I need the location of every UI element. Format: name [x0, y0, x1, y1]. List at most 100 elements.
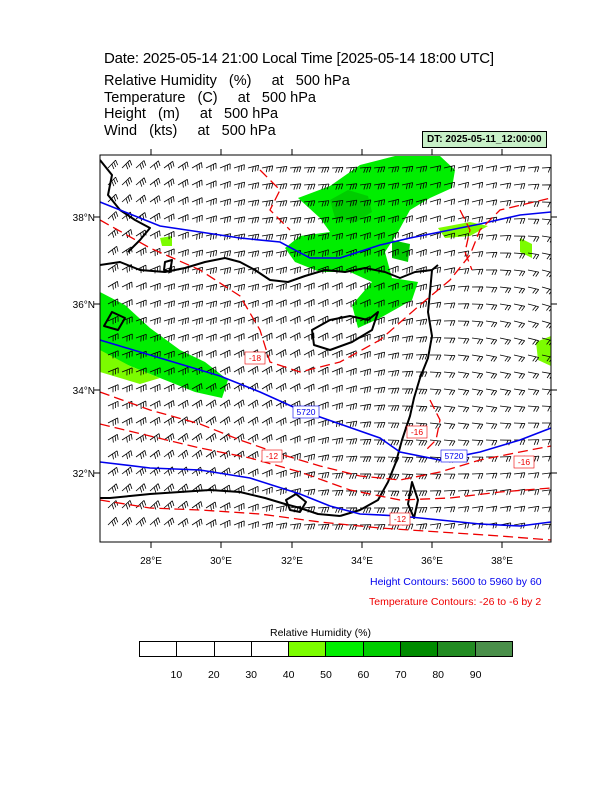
wind-barb: [499, 199, 512, 207]
wind-barb: [261, 216, 274, 224]
wind-barb: [135, 160, 147, 170]
wind-barb: [443, 181, 455, 189]
wind-barb: [457, 285, 470, 292]
wind-barb: [191, 483, 203, 493]
wind-barb: [261, 416, 273, 426]
wind-barb: [261, 349, 273, 358]
wind-barb: [107, 434, 119, 443]
wind-barb: [527, 489, 540, 496]
coastline-levant: [339, 269, 433, 517]
wind-barb: [121, 177, 133, 187]
contour-labels: 5720 5720 -18 -12 -16 -16: [244, 351, 535, 526]
wind-barb: [261, 434, 273, 443]
wind-barb: [331, 332, 343, 342]
wind-barb: [387, 231, 399, 240]
wind-barb: [205, 333, 217, 342]
wind-barb: [289, 435, 301, 444]
wind-barb: [107, 367, 119, 376]
wind-barb: [485, 337, 498, 345]
wind-barb: [219, 333, 231, 342]
wind-barb: [177, 317, 189, 325]
wind-barb: [177, 449, 189, 459]
wind-barb: [443, 439, 456, 446]
wind-barb: [373, 386, 386, 394]
wind-barb: [485, 439, 498, 446]
wind-barb: [345, 166, 358, 173]
wind-barb: [219, 416, 231, 426]
wind-barb: [485, 303, 498, 311]
wind-barb: [429, 473, 442, 480]
wind-barb: [443, 215, 455, 223]
wind-barb: [485, 505, 498, 512]
wind-barb: [289, 315, 301, 325]
lat-label-38n: 38°N: [73, 213, 95, 224]
wind-barb: [471, 216, 484, 223]
wind-barb: [163, 433, 175, 443]
wind-barb: [471, 388, 484, 396]
wind-barb: [261, 283, 273, 291]
wind-barb: [401, 353, 414, 360]
wind-barb: [331, 166, 344, 173]
wind-barb: [401, 165, 414, 173]
wind-barb: [527, 354, 540, 363]
wind-barb: [261, 316, 273, 325]
wind-barb: [457, 473, 470, 479]
wind-barb: [233, 181, 245, 189]
wind-barb: [191, 249, 203, 257]
wind-barb: [205, 232, 217, 241]
wind-barb: [443, 405, 456, 413]
wind-barb: [177, 366, 189, 376]
wind-barb: [387, 182, 400, 190]
wind-barb: [247, 382, 259, 392]
temp-label-4: -16: [513, 455, 535, 469]
wind-barb: [471, 422, 484, 430]
wind-barb: [261, 250, 274, 258]
wind-barb: [303, 216, 316, 224]
wind-barb: [541, 455, 551, 462]
wind-barb: [471, 268, 484, 275]
wind-barb: [121, 500, 133, 510]
wind-barb: [163, 334, 175, 342]
wind-barb: [107, 350, 119, 359]
wind-barb: [527, 235, 540, 242]
wind-barb: [513, 183, 526, 190]
wind-barb: [205, 197, 217, 206]
colorbar-box: [401, 642, 439, 656]
wind-barb: [135, 367, 147, 376]
wind-barb: [373, 422, 386, 428]
lat-label-36n: 36°N: [73, 300, 95, 311]
wind-barb: [415, 165, 428, 173]
wind-barb: [429, 319, 442, 326]
wind-barb: [289, 349, 301, 358]
wind-barb: [387, 215, 399, 223]
wind-barb: [415, 249, 427, 257]
wind-barb: [471, 199, 484, 206]
temp-label-3: -16: [406, 425, 428, 439]
wind-barb: [275, 487, 287, 495]
wind-barb: [275, 299, 287, 308]
wind-barb: [387, 456, 400, 463]
wind-barb: [121, 466, 133, 476]
colorbar-title: Relative Humidity (%): [270, 627, 371, 639]
wind-barb: [513, 165, 526, 172]
wind-barb: [457, 371, 470, 379]
wind-barb: [121, 159, 133, 170]
wind-barb: [373, 215, 385, 223]
wind-barb: [303, 200, 316, 207]
wind-barb: [527, 472, 540, 479]
wind-barb: [107, 466, 119, 476]
wind-barb: [233, 283, 245, 292]
cyprus: [311, 311, 379, 351]
colorbar-label: 80: [432, 669, 445, 681]
wind-barb: [485, 388, 498, 396]
wind-barb: [373, 166, 386, 173]
wind-barb: [275, 505, 288, 513]
wind-barb: [345, 183, 358, 190]
wind-barb: [317, 282, 329, 291]
wind-barb: [499, 388, 512, 396]
wind-barb: [429, 506, 442, 513]
wind-barb: [317, 216, 330, 224]
wind-barb: [121, 194, 133, 204]
wind-barb: [219, 316, 231, 325]
wind-barb: [317, 454, 330, 462]
